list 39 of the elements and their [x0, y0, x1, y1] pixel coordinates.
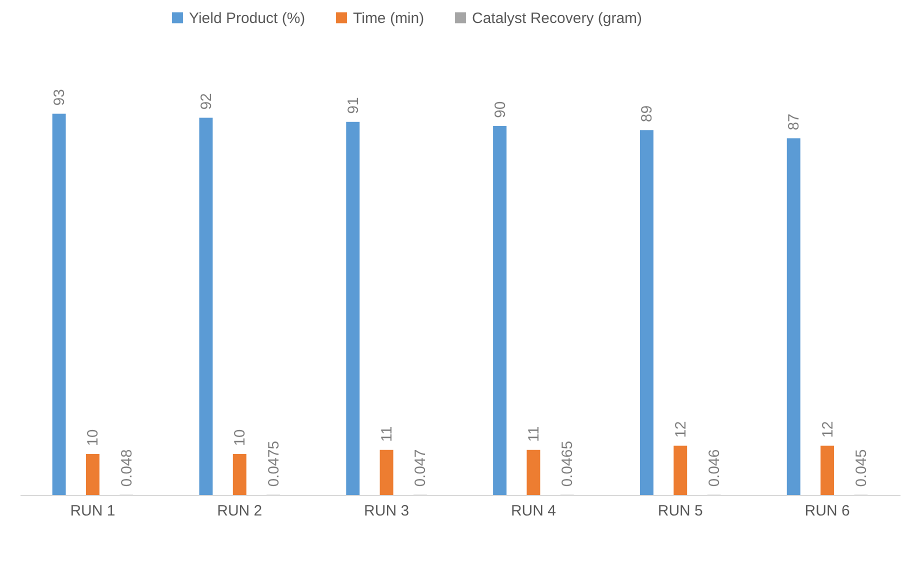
- data-label: 0.045: [852, 449, 870, 487]
- bar: [380, 450, 394, 495]
- data-label: 87: [786, 114, 803, 130]
- legend-label: Catalyst Recovery (gram): [472, 10, 642, 27]
- data-label: 89: [638, 105, 656, 122]
- data-label: 12: [672, 421, 690, 438]
- bar: [640, 130, 654, 495]
- x-tick-label: RUN 4: [510, 502, 556, 520]
- bar: [86, 454, 100, 495]
- x-tick-label: RUN 6: [804, 502, 850, 520]
- legend-label: Time (min): [353, 10, 424, 27]
- bar: [786, 138, 800, 495]
- bar: [199, 118, 213, 495]
- bar: [346, 122, 360, 495]
- data-label: 0.048: [118, 449, 136, 487]
- data-label: 0.047: [412, 449, 430, 487]
- data-label: 91: [344, 97, 362, 114]
- data-label: 93: [51, 89, 68, 106]
- data-label: 10: [232, 429, 249, 446]
- data-label: 92: [198, 93, 215, 110]
- bar: [52, 114, 66, 495]
- data-label: 11: [525, 426, 542, 442]
- data-label: 90: [492, 101, 509, 118]
- bar: [526, 450, 540, 495]
- x-tick-label: RUN 5: [658, 502, 703, 520]
- data-label: 10: [84, 429, 102, 446]
- data-label: 0.0465: [559, 440, 576, 487]
- bar: [232, 454, 246, 495]
- data-label: 0.0475: [265, 440, 282, 487]
- legend-label: Yield Product (%): [189, 10, 306, 27]
- x-tick-label: RUN 3: [364, 502, 410, 520]
- bar: [493, 126, 507, 495]
- bar: [674, 446, 688, 495]
- data-label: 11: [378, 426, 396, 442]
- data-label: 12: [819, 421, 836, 438]
- x-tick-label: RUN 1: [70, 502, 116, 520]
- x-tick-label: RUN 2: [217, 502, 262, 520]
- bar: [820, 446, 834, 495]
- data-label: 0.046: [706, 449, 724, 487]
